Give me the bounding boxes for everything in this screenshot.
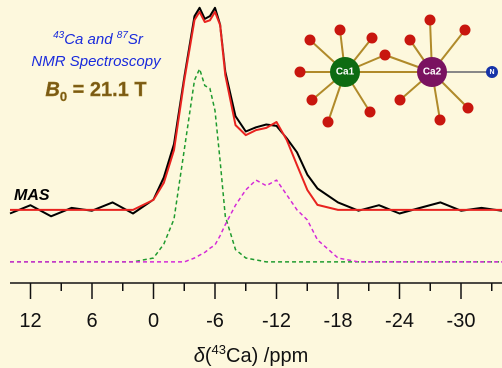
x-tick-label: -18 (324, 310, 353, 332)
atom-label: Ca1 (336, 67, 355, 78)
x-tick-label: -6 (206, 310, 224, 332)
x-tick-label: 6 (86, 310, 97, 332)
atom-label: Ca2 (423, 67, 442, 78)
x-tick-label: 12 (19, 310, 41, 332)
annotation: 43Ca and 87Sr (53, 30, 144, 48)
annotation: NMR Spectroscopy (31, 53, 162, 70)
x-tick-label: -24 (385, 310, 414, 332)
atom-label: N (489, 69, 494, 76)
x-tick-label: -12 (262, 310, 291, 332)
annotation: MAS (14, 187, 50, 204)
x-tick-label: 0 (148, 310, 159, 332)
x-tick-label: -30 (447, 310, 476, 332)
chart: Ca1 Ca2 N 43Ca and 87Sr NMR Spectroscopy… (0, 0, 502, 368)
x-axis-label: δ(43Ca) /ppm (194, 342, 309, 367)
